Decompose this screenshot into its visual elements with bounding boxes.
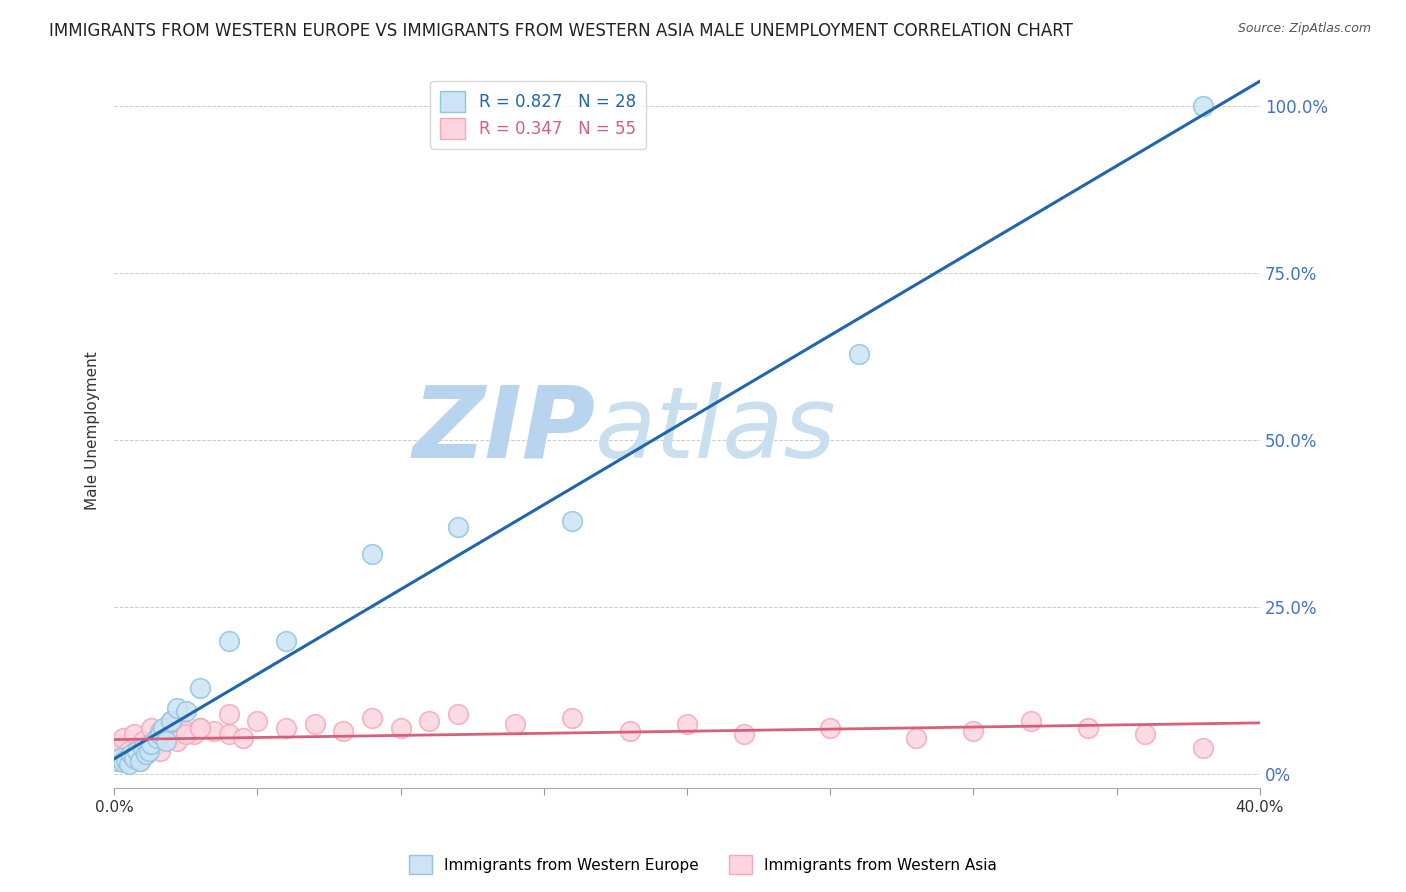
Legend: Immigrants from Western Europe, Immigrants from Western Asia: Immigrants from Western Europe, Immigran… (402, 849, 1004, 880)
Point (105, 750, 128, 764)
Point (188, 721, 211, 735)
Point (114, 744, 136, 758)
Legend: R = 0.827   N = 28, R = 0.347   N = 55: R = 0.827 N = 28, R = 0.347 N = 55 (430, 81, 645, 149)
Point (117, 757, 139, 772)
Text: atlas: atlas (595, 382, 837, 479)
Point (304, 717, 326, 731)
Point (127, 744, 149, 758)
Point (149, 727, 172, 741)
Text: Source: ZipAtlas.com: Source: ZipAtlas.com (1237, 22, 1371, 36)
Point (274, 633, 297, 648)
Point (160, 731, 183, 745)
Point (117, 750, 139, 764)
Point (149, 744, 172, 758)
Point (232, 731, 254, 745)
Point (146, 737, 169, 751)
Point (114, 753, 136, 767)
Point (174, 723, 197, 738)
Point (447, 707, 470, 722)
Point (132, 737, 155, 751)
Text: IMMIGRANTS FROM WESTERN EUROPE VS IMMIGRANTS FROM WESTERN ASIA MALE UNEMPLOYMENT: IMMIGRANTS FROM WESTERN EUROPE VS IMMIGR… (49, 22, 1073, 40)
Text: ZIP: ZIP (412, 382, 595, 479)
Point (1077, 721, 1099, 735)
Point (166, 700, 188, 714)
Point (1135, 727, 1157, 741)
Point (141, 721, 163, 735)
Y-axis label: Male Unemployment: Male Unemployment (86, 351, 100, 509)
Point (117, 744, 139, 758)
Point (135, 747, 157, 762)
Point (146, 731, 169, 745)
Point (138, 740, 160, 755)
Point (129, 754, 152, 768)
Point (389, 721, 412, 735)
Point (218, 707, 240, 722)
Point (111, 754, 134, 768)
Point (733, 727, 755, 741)
Point (122, 747, 145, 762)
Point (160, 714, 183, 728)
Point (135, 747, 157, 762)
Point (188, 681, 211, 695)
Point (1191, 99, 1213, 113)
Point (141, 737, 163, 751)
Point (332, 723, 354, 738)
Point (818, 721, 841, 735)
Point (120, 740, 142, 755)
Point (503, 717, 526, 731)
Point (105, 754, 128, 768)
Point (111, 731, 134, 745)
Point (132, 740, 155, 755)
Point (676, 717, 699, 731)
Point (619, 723, 641, 738)
Point (160, 714, 183, 728)
Point (1191, 740, 1213, 755)
Point (361, 547, 384, 561)
Point (138, 744, 160, 758)
Point (141, 734, 163, 748)
Point (152, 721, 174, 735)
Point (129, 754, 152, 768)
Point (108, 750, 131, 764)
Point (188, 721, 211, 735)
Point (962, 723, 984, 738)
Point (149, 723, 172, 738)
Point (174, 727, 197, 741)
Point (127, 744, 149, 758)
Point (122, 727, 145, 741)
Point (111, 756, 134, 770)
Point (204, 723, 226, 738)
Point (561, 514, 583, 528)
Point (174, 704, 197, 718)
Point (155, 727, 177, 741)
Point (561, 710, 583, 724)
Point (105, 737, 128, 751)
Point (108, 747, 131, 762)
Point (274, 721, 297, 735)
Point (1019, 714, 1042, 728)
Point (218, 727, 240, 741)
Point (166, 734, 188, 748)
Point (155, 734, 177, 748)
Point (447, 520, 470, 534)
Point (246, 714, 269, 728)
Point (122, 750, 145, 764)
Point (361, 710, 384, 724)
Point (848, 346, 870, 360)
Point (218, 633, 240, 648)
Point (132, 734, 155, 748)
Point (905, 731, 928, 745)
Point (418, 714, 440, 728)
Point (183, 727, 205, 741)
Point (120, 747, 142, 762)
